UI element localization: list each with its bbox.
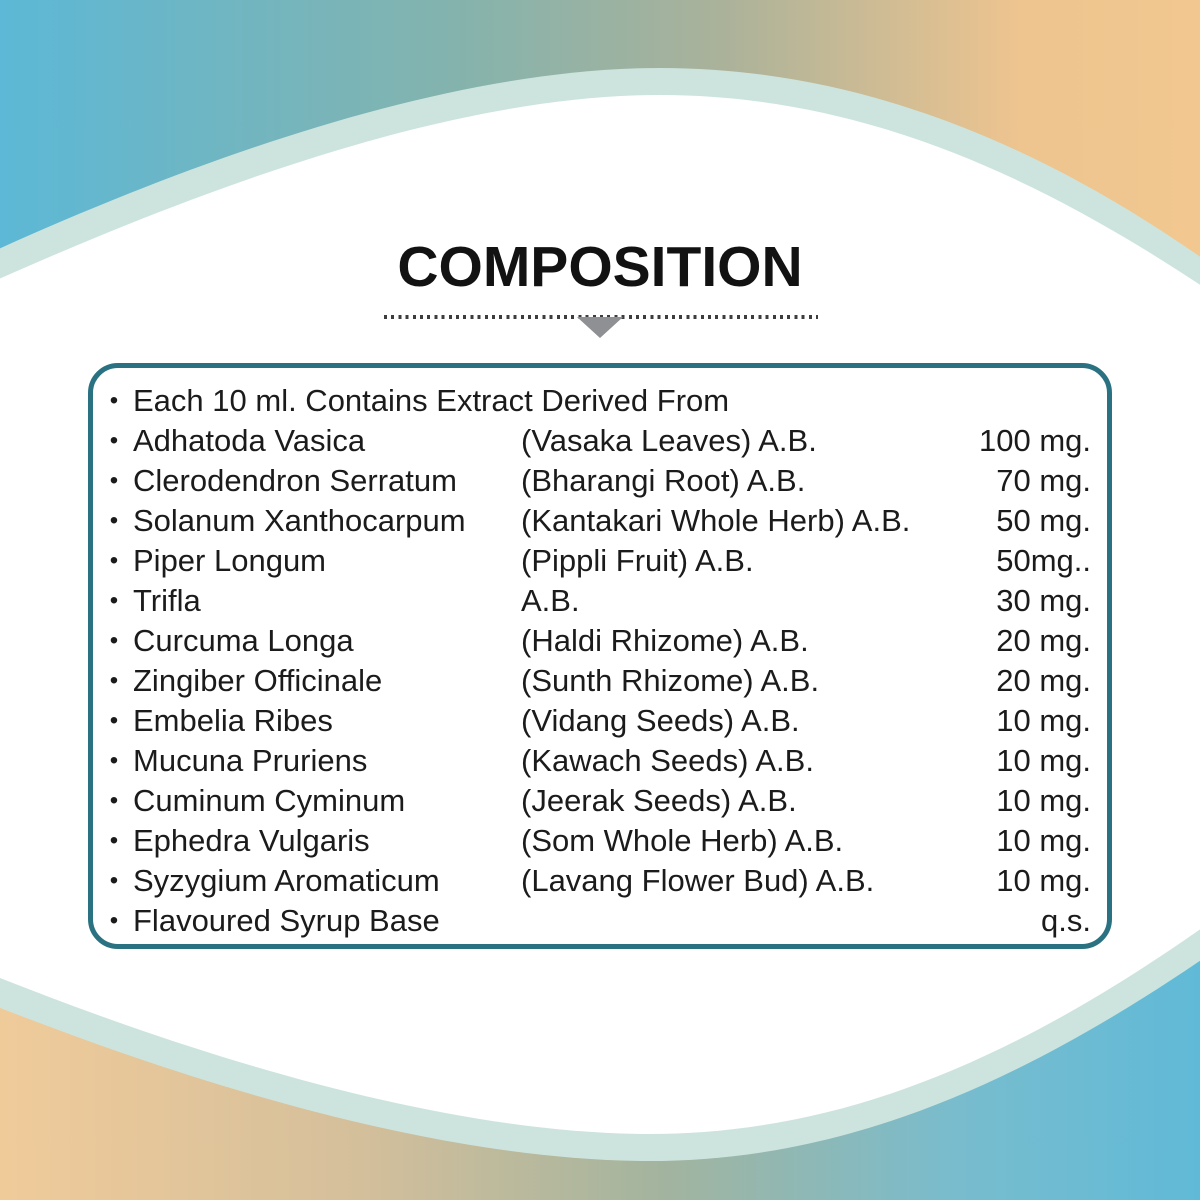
bullet-icon: • — [109, 547, 119, 574]
ingredient-row: • Clerodendron Serratum (Bharangi Root) A.… — [105, 461, 1097, 501]
ingredient-source: (Vasaka Leaves) A.B. — [521, 423, 817, 458]
ingredient-row: • Zingiber Officinale (Sunth Rhizome) A.B.… — [105, 661, 1097, 701]
ingredient-source: (Lavang Flower Bud) A.B. — [521, 863, 875, 898]
ingredient-name: Trifla — [133, 583, 201, 618]
ingredient-row: • Embelia Ribes (Vidang Seeds) A.B. 10 mg. — [105, 701, 1097, 741]
bullet-icon: • — [109, 787, 119, 814]
bullet-icon: • — [109, 627, 119, 654]
ingredient-amount: 20 mg. — [996, 623, 1091, 658]
bullet-icon: • — [109, 507, 119, 534]
ingredient-row: • Piper Longum (Pippli Fruit) A.B. 50mg.. — [105, 541, 1097, 581]
ingredient-name: Curcuma Longa — [133, 623, 354, 658]
ingredient-name: Adhatoda Vasica — [133, 423, 366, 458]
ingredient-row: • Each 10 ml. Contains Extract Derived Fr… — [105, 381, 1097, 421]
ingredient-name: Each 10 ml. Contains Extract Derived Fro… — [133, 383, 730, 418]
ingredient-amount: 30 mg. — [996, 583, 1091, 618]
ingredient-source: A.B. — [521, 583, 580, 618]
ingredient-source: (Vidang Seeds) A.B. — [521, 703, 800, 738]
ingredient-row: • Ephedra Vulgaris (Som Whole Herb) A.B. 10… — [105, 821, 1097, 861]
bullet-icon: • — [109, 907, 119, 934]
bullet-icon: • — [109, 667, 119, 694]
ingredient-amount: 50 mg. — [996, 503, 1091, 538]
ingredient-name: Clerodendron Serratum — [133, 463, 457, 498]
ingredient-name: Embelia Ribes — [133, 703, 333, 738]
bullet-icon: • — [109, 867, 119, 894]
ingredient-source: (Haldi Rhizome) A.B. — [521, 623, 809, 658]
ingredient-amount: 10 mg. — [996, 743, 1091, 778]
ingredient-amount: 10 mg. — [996, 783, 1091, 818]
ingredient-amount: 20 mg. — [996, 663, 1091, 698]
ingredient-row: • Trifla A.B. 30 mg. — [105, 581, 1097, 621]
bullet-icon: • — [109, 387, 119, 414]
ingredient-amount: 70 mg. — [996, 463, 1091, 498]
ingredient-row: • Curcuma Longa (Haldi Rhizome) A.B. 20 mg. — [105, 621, 1097, 661]
ingredient-source: (Som Whole Herb) A.B. — [521, 823, 844, 858]
ingredient-row: • Syzygium Aromaticum (Lavang Flower Bud) … — [105, 861, 1097, 901]
ingredient-name: Piper Longum — [133, 543, 327, 578]
ingredient-source: (Kantakari Whole Herb) A.B. — [521, 503, 911, 538]
down-arrow-icon — [577, 317, 623, 338]
ingredient-amount: 10 mg. — [996, 823, 1091, 858]
bullet-icon: • — [109, 587, 119, 614]
ingredient-row: • Solanum Xanthocarpum (Kantakari Whole He… — [105, 501, 1097, 541]
ingredient-row: • Cuminum Cyminum (Jeerak Seeds) A.B. 10 mg… — [105, 781, 1097, 821]
bullet-icon: • — [109, 827, 119, 854]
bullet-icon: • — [109, 467, 119, 494]
ingredient-name: Solanum Xanthocarpum — [133, 503, 466, 538]
ingredient-name: Zingiber Officinale — [133, 663, 383, 698]
bullet-icon: • — [109, 707, 119, 734]
ingredient-name: Syzygium Aromaticum — [133, 863, 440, 898]
ingredient-name: Cuminum Cyminum — [133, 783, 406, 818]
ingredient-name: Mucuna Pruriens — [133, 743, 368, 778]
ingredient-source: (Bharangi Root) A.B. — [521, 463, 806, 498]
ingredient-source: (Jeerak Seeds) A.B. — [521, 783, 797, 818]
ingredient-amount: 10 mg. — [996, 703, 1091, 738]
ingredient-amount: 100 mg. — [978, 423, 1091, 458]
ingredient-amount: 10 mg. — [996, 863, 1091, 898]
ingredient-source: (Sunth Rhizome) A.B. — [521, 663, 820, 698]
ingredient-name: Ephedra Vulgaris — [133, 823, 370, 858]
ingredient-name: Flavoured Syrup Base — [133, 903, 440, 938]
ingredient-amount: q.s. — [1041, 903, 1091, 938]
bullet-icon: • — [109, 427, 119, 454]
composition-box: • Each 10 ml. Contains Extract Derived Fr… — [88, 363, 1112, 949]
ingredient-row: • Mucuna Pruriens (Kawach Seeds) A.B. 10 mg… — [105, 741, 1097, 781]
bullet-icon: • — [109, 747, 119, 774]
ingredient-source: (Pippli Fruit) A.B. — [521, 543, 754, 578]
ingredient-source: (Kawach Seeds) A.B. — [521, 743, 814, 778]
ingredient-row: • Flavoured Syrup Base q.s. — [105, 901, 1097, 941]
ingredient-row: • Adhatoda Vasica (Vasaka Leaves) A.B. 100 … — [105, 421, 1097, 461]
ingredient-amount: 50mg.. — [996, 543, 1091, 578]
page-title: COMPOSITION — [397, 235, 803, 299]
